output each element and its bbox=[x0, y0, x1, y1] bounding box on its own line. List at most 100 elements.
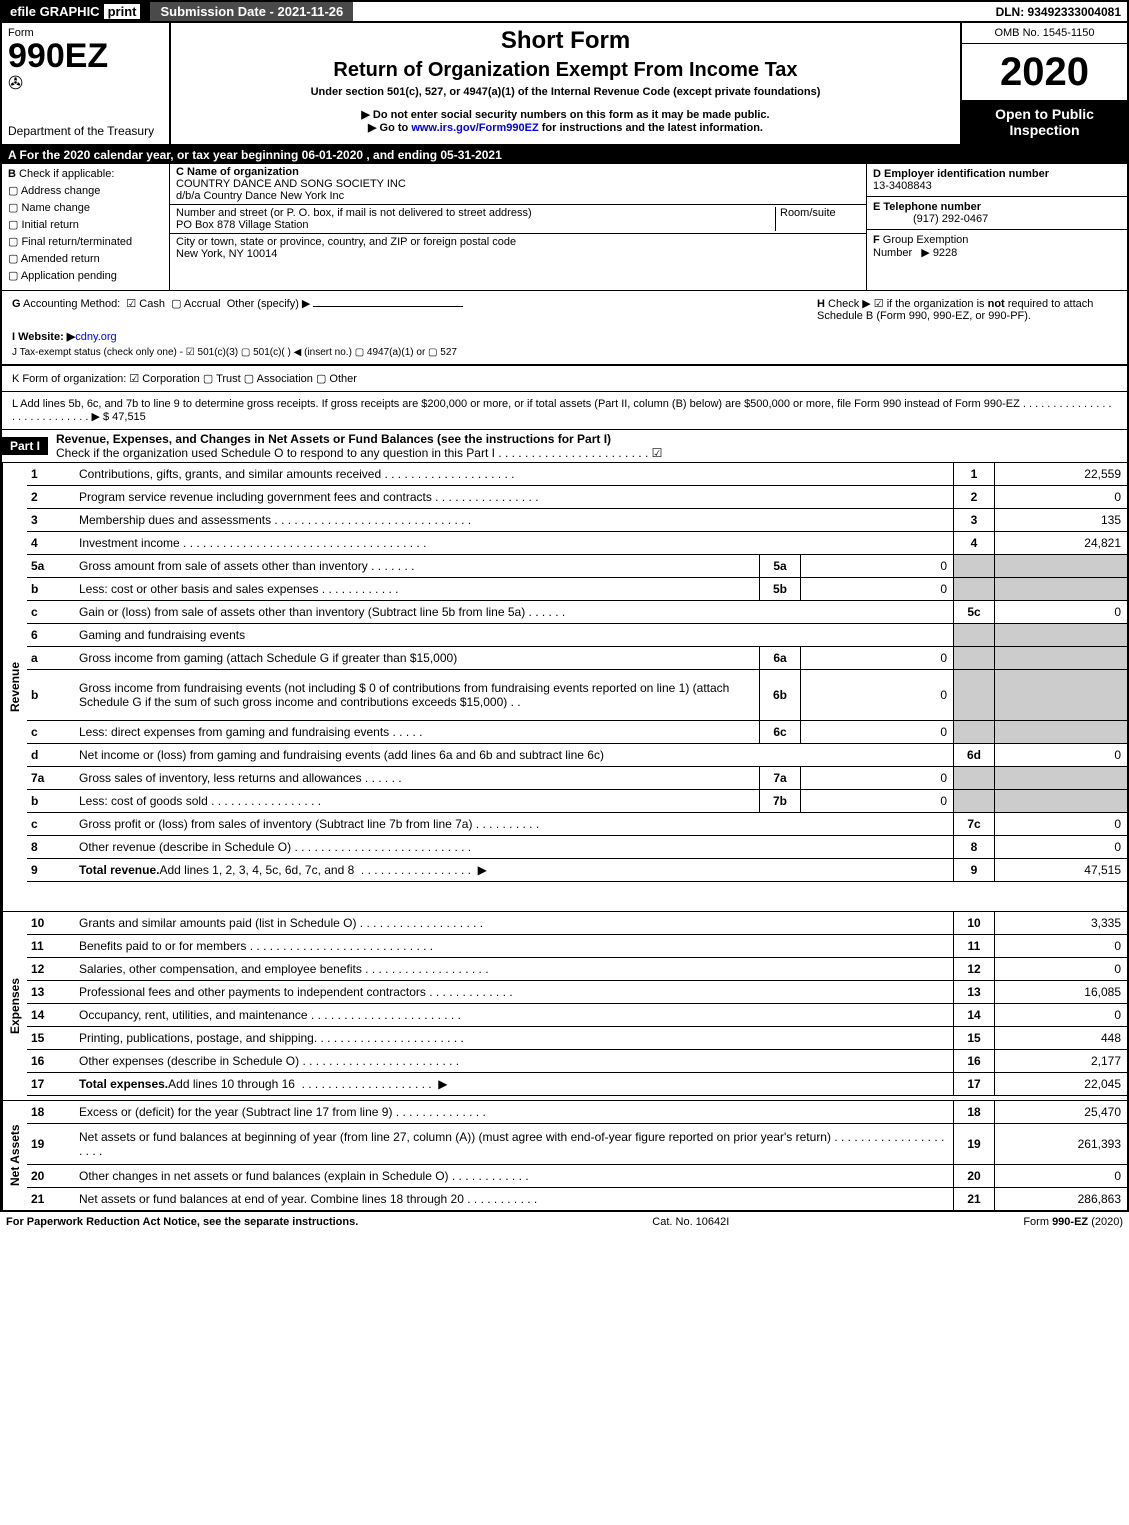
line-4: 4 Investment income . . . . . . . . . . … bbox=[27, 532, 1127, 555]
line-5b: b Less: cost or other basis and sales ex… bbox=[27, 578, 1127, 601]
line-3: 3 Membership dues and assessments . . . … bbox=[27, 509, 1127, 532]
org-city: New York, NY 10014 bbox=[176, 248, 277, 260]
d-ein-row: D Employer identification number 13-3408… bbox=[867, 164, 1127, 197]
checkbox-address-change[interactable]: ▢ Address change bbox=[8, 184, 163, 197]
checkbox-name-change[interactable]: ▢ Name change bbox=[8, 201, 163, 214]
section-c: C Name of organization COUNTRY DANCE AND… bbox=[170, 164, 866, 290]
subtitle: Under section 501(c), 527, or 4947(a)(1)… bbox=[175, 86, 956, 98]
line-13: 13 Professional fees and other payments … bbox=[27, 981, 1127, 1004]
k-form-org: K Form of organization: ☑ Corporation ▢ … bbox=[0, 365, 1129, 392]
treasury-seal-icon: ✇ bbox=[8, 73, 163, 94]
print-button[interactable]: print bbox=[104, 4, 141, 19]
h-checkbox[interactable]: ☑ bbox=[874, 298, 884, 310]
cash-checkbox[interactable]: ☑ Cash bbox=[126, 298, 165, 310]
part-i-check: Check if the organization used Schedule … bbox=[56, 446, 662, 460]
line-14: 14 Occupancy, rent, utilities, and maint… bbox=[27, 1004, 1127, 1027]
line-9: 9 Total revenue. Add lines 1, 2, 3, 4, 5… bbox=[27, 859, 1127, 882]
c-address-row: Number and street (or P. O. box, if mail… bbox=[170, 205, 866, 234]
department-label: Department of the Treasury bbox=[8, 124, 163, 138]
section-b: B Check if applicable: ▢ Address change … bbox=[2, 164, 170, 290]
footer-center: Cat. No. 10642I bbox=[652, 1216, 729, 1228]
part-i-title: Revenue, Expenses, and Changes in Net As… bbox=[56, 432, 611, 446]
footer-right: Form 990-EZ (2020) bbox=[1023, 1216, 1123, 1228]
line-20: 20 Other changes in net assets or fund b… bbox=[27, 1165, 1127, 1188]
j-tax-exempt: J Tax-exempt status (check only one) - ☑… bbox=[12, 347, 1117, 358]
phone-value: (917) 292-0467 bbox=[873, 213, 988, 225]
i-website: I Website: ▶cdny.org bbox=[12, 330, 1117, 343]
checkbox-final-return[interactable]: ▢ Final return/terminated bbox=[8, 235, 163, 248]
line-6: 6 Gaming and fundraising events bbox=[27, 624, 1127, 647]
line-2: 2 Program service revenue including gove… bbox=[27, 486, 1127, 509]
line-6d: d Net income or (loss) from gaming and f… bbox=[27, 744, 1127, 767]
address-label: Number and street (or P. O. box, if mail… bbox=[176, 207, 532, 219]
netassets-vertical-label: Net Assets bbox=[2, 1101, 27, 1210]
footer-left: For Paperwork Reduction Act Notice, see … bbox=[6, 1216, 358, 1228]
line-18: 18 Excess or (deficit) for the year (Sub… bbox=[27, 1101, 1127, 1124]
line-15: 15 Printing, publications, postage, and … bbox=[27, 1027, 1127, 1050]
line-6c: c Less: direct expenses from gaming and … bbox=[27, 721, 1127, 744]
return-title: Return of Organization Exempt From Incom… bbox=[175, 59, 956, 82]
checkbox-amended-return[interactable]: ▢ Amended return bbox=[8, 252, 163, 265]
l-gross-receipts: L Add lines 5b, 6c, and 7b to line 9 to … bbox=[0, 392, 1129, 430]
line-8: 8 Other revenue (describe in Schedule O)… bbox=[27, 836, 1127, 859]
open-to-public: Open to Public Inspection bbox=[962, 100, 1127, 144]
expenses-vertical-label: Expenses bbox=[2, 912, 27, 1100]
efile-label: efile GRAPHIC bbox=[10, 4, 100, 19]
top-bar-left: efile GRAPHIC print Submission Date - 20… bbox=[2, 2, 353, 21]
org-dba: d/b/a Country Dance New York Inc bbox=[176, 190, 344, 202]
line-6a: a Gross income from gaming (attach Sched… bbox=[27, 647, 1127, 670]
f-group-row: F Group ExemptionNumber ▶ 9228 bbox=[867, 230, 1127, 263]
c-city-row: City or town, state or province, country… bbox=[170, 234, 866, 262]
short-form-label: Short Form bbox=[175, 27, 956, 55]
line-17: 17 Total expenses. Add lines 10 through … bbox=[27, 1073, 1127, 1096]
c-label: C Name of organization bbox=[176, 166, 299, 178]
section-def: D Employer identification number 13-3408… bbox=[866, 164, 1127, 290]
line-19: 19 Net assets or fund balances at beginn… bbox=[27, 1124, 1127, 1165]
line-7b: b Less: cost of goods sold . . . . . . .… bbox=[27, 790, 1127, 813]
line-16: 16 Other expenses (describe in Schedule … bbox=[27, 1050, 1127, 1073]
h-check: H Check ▶ ☑ if the organization is not r… bbox=[817, 297, 1117, 322]
revenue-table: Revenue 1 Contributions, gifts, grants, … bbox=[0, 463, 1129, 1210]
page-footer: For Paperwork Reduction Act Notice, see … bbox=[0, 1210, 1129, 1232]
part-i-header: Part I Revenue, Expenses, and Changes in… bbox=[0, 430, 1129, 463]
form-number-box: Form 990EZ ✇ Department of the Treasury bbox=[2, 23, 171, 144]
form-header: Form 990EZ ✇ Department of the Treasury … bbox=[0, 23, 1129, 146]
submission-date-button[interactable]: Submission Date - 2021-11-26 bbox=[148, 2, 353, 21]
efile-button[interactable]: efile GRAPHIC print bbox=[2, 2, 148, 21]
checkbox-initial-return[interactable]: ▢ Initial return bbox=[8, 218, 163, 231]
line-11: 11 Benefits paid to or for members . . .… bbox=[27, 935, 1127, 958]
info-section: B Check if applicable: ▢ Address change … bbox=[0, 164, 1129, 291]
accrual-checkbox[interactable]: ▢ Accrual bbox=[171, 298, 221, 310]
warning1: ▶ Do not enter social security numbers o… bbox=[175, 108, 956, 121]
b-label: B Check if applicable: bbox=[8, 168, 163, 180]
revenue-vertical-label: Revenue bbox=[2, 463, 27, 911]
line-6b: b Gross income from fundraising events (… bbox=[27, 670, 1127, 721]
line-10: 10 Grants and similar amounts paid (list… bbox=[27, 912, 1127, 935]
org-name: COUNTRY DANCE AND SONG SOCIETY INC bbox=[176, 178, 406, 190]
omb-number: OMB No. 1545-1150 bbox=[962, 23, 1127, 44]
form-right-box: OMB No. 1545-1150 2020 Open to Public In… bbox=[960, 23, 1127, 144]
irs-link[interactable]: www.irs.gov/Form990EZ bbox=[411, 122, 538, 134]
d-label: D Employer identification number bbox=[873, 168, 1049, 180]
city-label: City or town, state or province, country… bbox=[176, 236, 516, 248]
checkbox-application-pending[interactable]: ▢ Application pending bbox=[8, 269, 163, 282]
line-21: 21 Net assets or fund balances at end of… bbox=[27, 1188, 1127, 1210]
room-suite: Room/suite bbox=[775, 207, 860, 231]
e-label: E Telephone number bbox=[873, 201, 981, 213]
section-a-header: A For the 2020 calendar year, or tax yea… bbox=[0, 146, 1129, 164]
part-i-label: Part I bbox=[2, 437, 48, 455]
line-12: 12 Salaries, other compensation, and emp… bbox=[27, 958, 1127, 981]
form-title-box: Short Form Return of Organization Exempt… bbox=[171, 23, 960, 144]
c-name-row: C Name of organization COUNTRY DANCE AND… bbox=[170, 164, 866, 205]
section-gh: G Accounting Method: ☑ Cash ▢ Accrual Ot… bbox=[0, 291, 1129, 365]
org-address: PO Box 878 Village Station bbox=[176, 219, 309, 231]
line-1: 1 Contributions, gifts, grants, and simi… bbox=[27, 463, 1127, 486]
website-link[interactable]: cdny.org bbox=[75, 331, 116, 343]
group-value: 9228 bbox=[933, 247, 957, 259]
line-5a: 5a Gross amount from sale of assets othe… bbox=[27, 555, 1127, 578]
e-phone-row: E Telephone number (917) 292-0467 bbox=[867, 197, 1127, 230]
f-label: F bbox=[873, 234, 880, 246]
dln-label: DLN: 93492333004081 bbox=[990, 2, 1127, 21]
ein-value: 13-3408843 bbox=[873, 180, 932, 192]
form-number: 990EZ bbox=[8, 39, 163, 73]
